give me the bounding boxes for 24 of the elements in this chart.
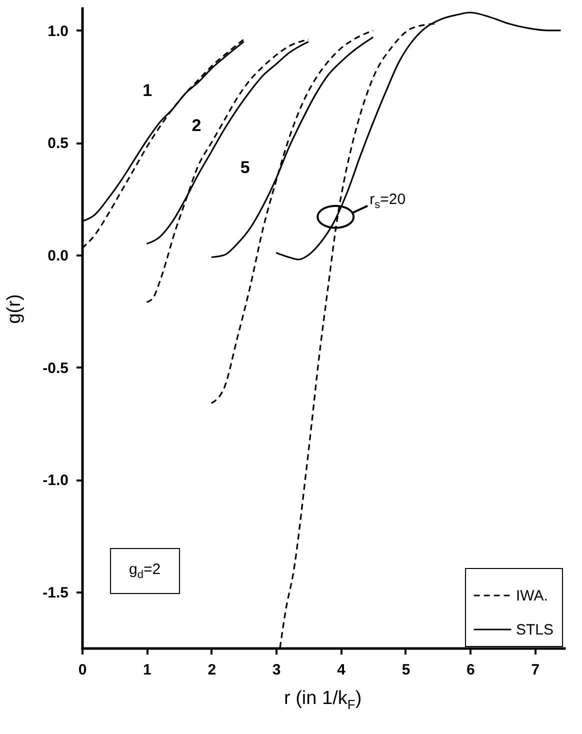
y-axis-title: g(r) [4,294,26,324]
annotation: 1 [142,81,152,102]
y-tick-label: 0.0 [48,248,68,265]
legend-label: STLS [516,622,554,638]
x-tick-label: 3 [272,662,281,678]
x-axis-title: r (in 1/k$_{F}$) [284,688,362,712]
y-tick-label: 1.0 [48,22,68,40]
x-tick-label: 5 [402,662,410,678]
annotation: 2 [192,116,202,136]
annotation: r$_{s}$=20 [370,190,406,211]
x-tick-label: 1 [143,662,152,678]
line-series [210,30,374,404]
x-tick-label: 2 [208,662,216,678]
x-tick-label: 0 [78,662,87,678]
x-tick-label: 7 [531,662,540,678]
x-tick-label: 4 [337,662,346,678]
legend-label: IWA. [516,588,548,604]
annotation: g$_{d}$=2 [110,548,180,594]
y-tick-label: 0.5 [48,135,68,152]
annotation: 5 [240,158,250,178]
x-tick-label: 6 [466,662,475,678]
y-tick-label: -0.5 [42,360,68,377]
y-tick-label: -1.0 [42,472,68,490]
y-tick-label: -1.5 [42,584,68,602]
